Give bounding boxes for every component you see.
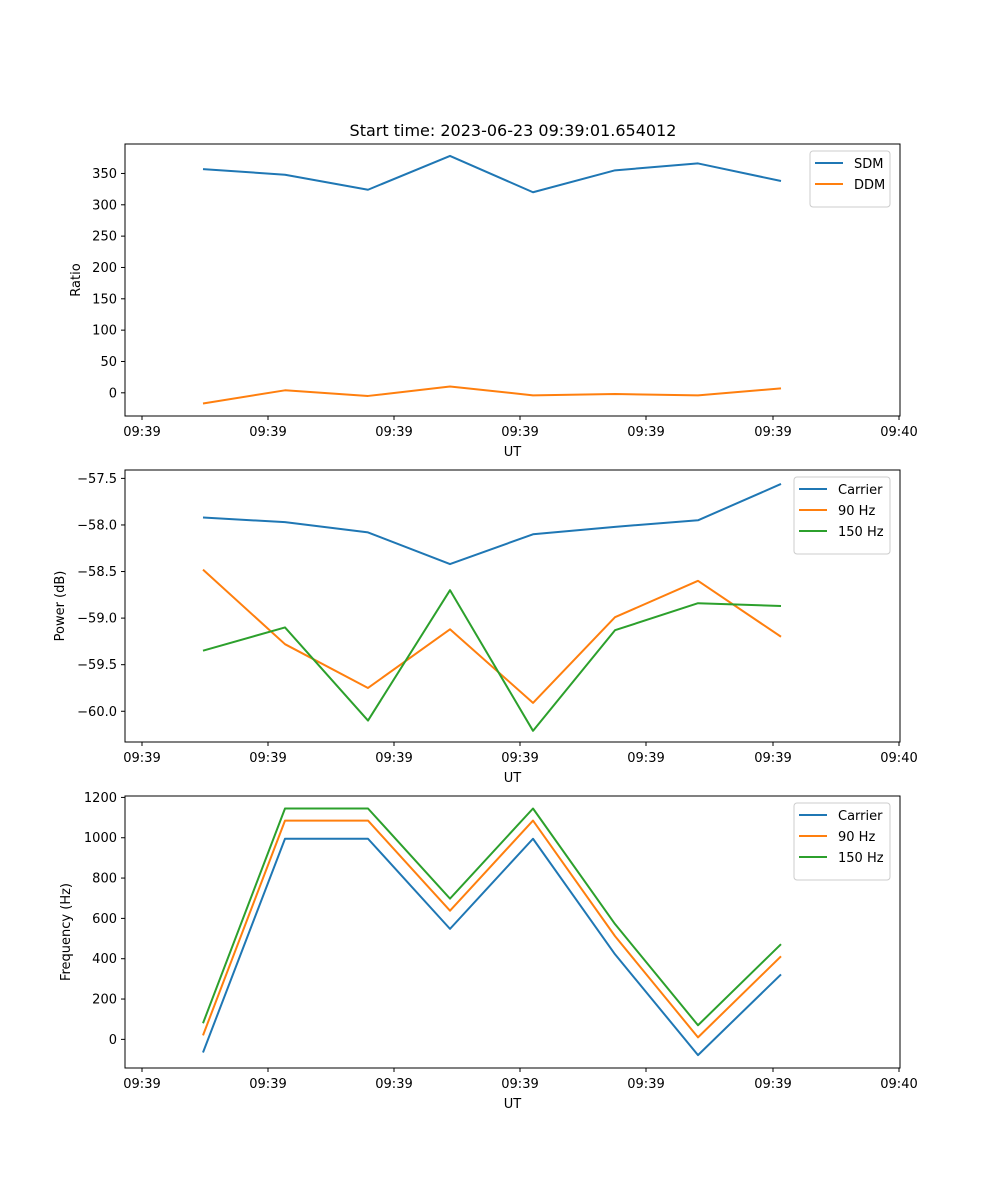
chart-panels: 09:39 09:39 09:39 09:39 09:39 09:39 09:40 UT 0 50…	[53, 143, 918, 1112]
x-tick-label: 09:39	[627, 1077, 664, 1092]
y-tick-label: 350	[92, 167, 117, 182]
x-tick-label: 09:39	[375, 1077, 412, 1092]
y-tick-label: 300	[92, 198, 117, 213]
chart-panel-2: 09:39 09:39 09:39 09:39 09:39 09:39 09:40 UT −60…	[53, 469, 918, 786]
x-axis-title: UT	[504, 1097, 522, 1112]
x-tick-label: 09:39	[123, 751, 160, 766]
legend: Carrier 90 Hz 150 Hz	[793, 802, 891, 881]
y-tick-label: 1200	[84, 791, 117, 806]
x-tick-label: 09:39	[249, 1077, 286, 1092]
series-line-150-hz	[202, 807, 782, 1027]
x-tick-label: 09:39	[754, 1077, 791, 1092]
x-tick-label: 09:40	[880, 1077, 917, 1092]
y-tick-label: −57.5	[77, 472, 117, 487]
y-tick-label: 150	[92, 292, 117, 307]
legend-label: Carrier	[838, 483, 883, 498]
x-tick-label: 09:39	[501, 751, 538, 766]
y-tick-label: −59.5	[77, 658, 117, 673]
chart-panel-3: 09:39 09:39 09:39 09:39 09:39 09:39 09:40 UT 0 20…	[59, 791, 918, 1112]
x-tick-label: 09:39	[375, 751, 412, 766]
legend-label: DDM	[854, 178, 885, 193]
y-tick-label: 0	[109, 386, 117, 401]
legend-label: SDM	[854, 157, 883, 172]
legend: Carrier 90 Hz 150 Hz	[793, 476, 891, 555]
x-tick-label: 09:40	[880, 425, 917, 440]
x-tick-label: 09:39	[754, 425, 791, 440]
legend-label: 90 Hz	[838, 504, 875, 519]
x-tick-label: 09:39	[627, 751, 664, 766]
legend-label: 150 Hz	[838, 851, 884, 866]
legend-box	[793, 802, 891, 881]
x-tick-label: 09:39	[249, 425, 286, 440]
series-line-90-hz	[202, 819, 782, 1039]
y-axis-title: Ratio	[69, 263, 84, 296]
x-axis-title: UT	[504, 445, 522, 460]
figure-title: Start time: 2023-06-23 09:39:01.654012	[350, 121, 677, 140]
y-tick-label: −60.0	[77, 705, 117, 720]
y-tick-label: 600	[92, 912, 117, 927]
plot-frame	[124, 143, 901, 417]
x-tick-label: 09:39	[627, 425, 664, 440]
x-tick-label: 09:39	[501, 425, 538, 440]
y-tick-label: −59.0	[77, 612, 117, 627]
x-tick-label: 09:39	[249, 751, 286, 766]
y-tick-label: 0	[109, 1033, 117, 1048]
y-tick-label: 1000	[84, 831, 117, 846]
x-tick-label: 09:39	[754, 751, 791, 766]
y-tick-label: −58.0	[77, 518, 117, 533]
series-line-90-hz	[202, 568, 782, 704]
legend: SDM DDM	[809, 150, 891, 208]
y-tick-label: 400	[92, 952, 117, 967]
series-line-carrier	[202, 837, 782, 1057]
y-tick-label: 250	[92, 230, 117, 245]
series-line-150-hz	[202, 589, 782, 732]
plot-frame	[124, 795, 901, 1069]
series-line-carrier	[202, 483, 782, 566]
y-tick-label: 100	[92, 324, 117, 339]
x-tick-label: 09:39	[123, 1077, 160, 1092]
x-tick-label: 09:39	[375, 425, 412, 440]
y-axis-title: Power (dB)	[53, 571, 68, 642]
legend-label: 90 Hz	[838, 830, 875, 845]
y-tick-label: 50	[100, 355, 117, 370]
y-tick-label: −58.5	[77, 565, 117, 580]
y-tick-label: 200	[92, 993, 117, 1008]
legend-box	[793, 476, 891, 555]
legend-label: Carrier	[838, 809, 883, 824]
plot-frame	[124, 469, 901, 743]
x-tick-label: 09:39	[501, 1077, 538, 1092]
series-line-ddm	[202, 385, 782, 405]
series-line-sdm	[202, 154, 782, 194]
y-axis-title: Frequency (Hz)	[59, 883, 74, 981]
x-tick-label: 09:39	[123, 425, 160, 440]
x-tick-label: 09:40	[880, 751, 917, 766]
legend-box	[809, 150, 891, 208]
chart-panel-1: 09:39 09:39 09:39 09:39 09:39 09:39 09:40 UT 0 50…	[69, 143, 918, 460]
legend-label: 150 Hz	[838, 525, 884, 540]
y-tick-label: 800	[92, 872, 117, 887]
x-axis-title: UT	[504, 771, 522, 786]
y-tick-label: 200	[92, 261, 117, 276]
